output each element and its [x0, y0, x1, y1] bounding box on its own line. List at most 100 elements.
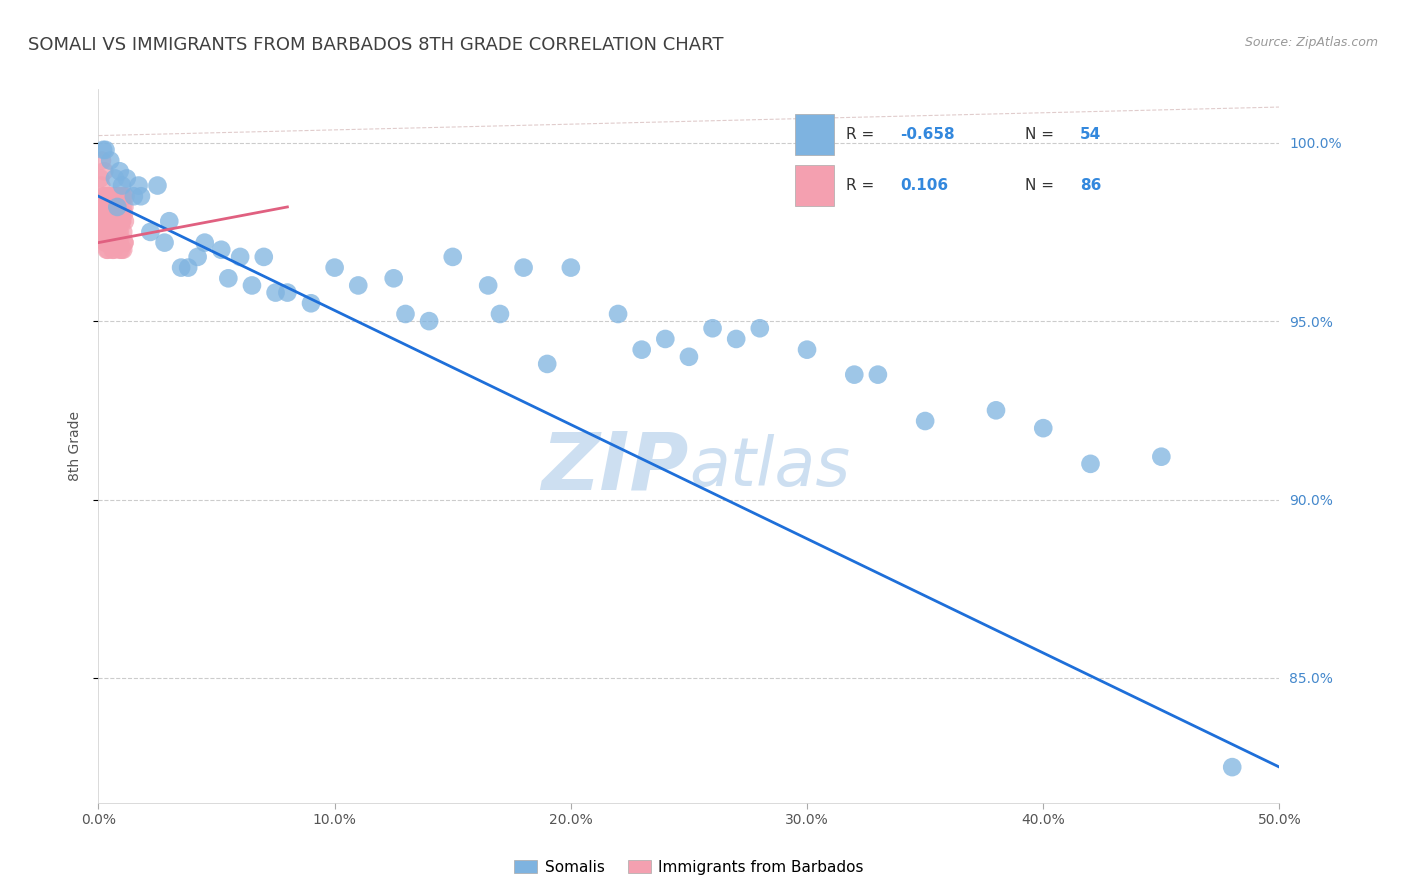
- Point: [105, 207, 128, 221]
- Point: [157, 214, 180, 228]
- Text: Source: ZipAtlas.com: Source: ZipAtlas.com: [1244, 36, 1378, 49]
- Point: [209, 243, 232, 257]
- Point: [866, 368, 889, 382]
- Point: [98, 214, 121, 228]
- Point: [101, 225, 124, 239]
- Point: [105, 225, 128, 239]
- Point: [94, 235, 117, 250]
- Point: [115, 171, 138, 186]
- Point: [97, 214, 120, 228]
- Point: [489, 307, 512, 321]
- Point: [111, 200, 134, 214]
- Point: [1032, 421, 1054, 435]
- Point: [111, 214, 134, 228]
- Point: [914, 414, 936, 428]
- Point: [96, 214, 118, 228]
- Point: [91, 153, 114, 168]
- Point: [560, 260, 582, 275]
- Point: [98, 207, 121, 221]
- Point: [112, 235, 135, 250]
- Text: -0.658: -0.658: [900, 127, 955, 142]
- Point: [177, 260, 200, 275]
- Point: [146, 178, 169, 193]
- Point: [103, 225, 125, 239]
- FancyBboxPatch shape: [796, 165, 834, 206]
- Point: [111, 207, 134, 221]
- Point: [94, 225, 117, 239]
- Point: [796, 343, 818, 357]
- Point: [98, 225, 121, 239]
- Point: [110, 189, 132, 203]
- Text: atlas: atlas: [689, 434, 851, 500]
- Text: 0.106: 0.106: [900, 178, 949, 194]
- Point: [104, 189, 127, 203]
- Text: 86: 86: [1080, 178, 1101, 194]
- Point: [299, 296, 322, 310]
- Point: [100, 235, 122, 250]
- Point: [100, 200, 122, 214]
- Y-axis label: 8th Grade: 8th Grade: [67, 411, 82, 481]
- Point: [91, 214, 114, 228]
- Point: [536, 357, 558, 371]
- Point: [98, 153, 121, 168]
- Point: [725, 332, 748, 346]
- Point: [101, 225, 124, 239]
- Point: [217, 271, 239, 285]
- Point: [101, 207, 124, 221]
- Point: [93, 189, 115, 203]
- Point: [1150, 450, 1173, 464]
- Point: [153, 235, 176, 250]
- Point: [264, 285, 287, 300]
- Point: [100, 225, 122, 239]
- Point: [105, 214, 128, 228]
- Point: [170, 260, 193, 275]
- Point: [97, 189, 120, 203]
- Point: [93, 225, 115, 239]
- Point: [1220, 760, 1243, 774]
- Point: [139, 225, 162, 239]
- Point: [187, 250, 209, 264]
- Point: [98, 207, 121, 221]
- Point: [104, 171, 127, 186]
- Point: [110, 189, 132, 203]
- Point: [112, 243, 135, 257]
- Point: [128, 178, 150, 193]
- FancyBboxPatch shape: [796, 114, 834, 155]
- Point: [93, 164, 115, 178]
- Point: [104, 235, 127, 250]
- Point: [91, 214, 114, 228]
- Point: [101, 200, 124, 214]
- Point: [93, 189, 115, 203]
- Point: [114, 189, 136, 203]
- Point: [94, 143, 117, 157]
- Point: [90, 225, 112, 239]
- Point: [103, 243, 125, 257]
- Point: [844, 368, 866, 382]
- Point: [105, 189, 128, 203]
- Point: [702, 321, 724, 335]
- Point: [323, 260, 346, 275]
- Point: [122, 189, 145, 203]
- Point: [98, 200, 121, 214]
- Point: [89, 200, 111, 214]
- Point: [748, 321, 770, 335]
- Point: [112, 189, 135, 203]
- Point: [240, 278, 263, 293]
- Point: [105, 207, 128, 221]
- Point: [94, 207, 117, 221]
- Point: [477, 278, 499, 293]
- Point: [110, 243, 132, 257]
- Point: [101, 243, 124, 257]
- Point: [112, 200, 135, 214]
- Point: [607, 307, 630, 321]
- Point: [96, 214, 118, 228]
- Point: [91, 143, 114, 157]
- Point: [96, 243, 118, 257]
- Point: [111, 214, 134, 228]
- Point: [108, 214, 131, 228]
- Point: [94, 235, 117, 250]
- Point: [103, 214, 125, 228]
- Point: [98, 189, 121, 203]
- Point: [276, 285, 298, 300]
- Point: [441, 250, 464, 264]
